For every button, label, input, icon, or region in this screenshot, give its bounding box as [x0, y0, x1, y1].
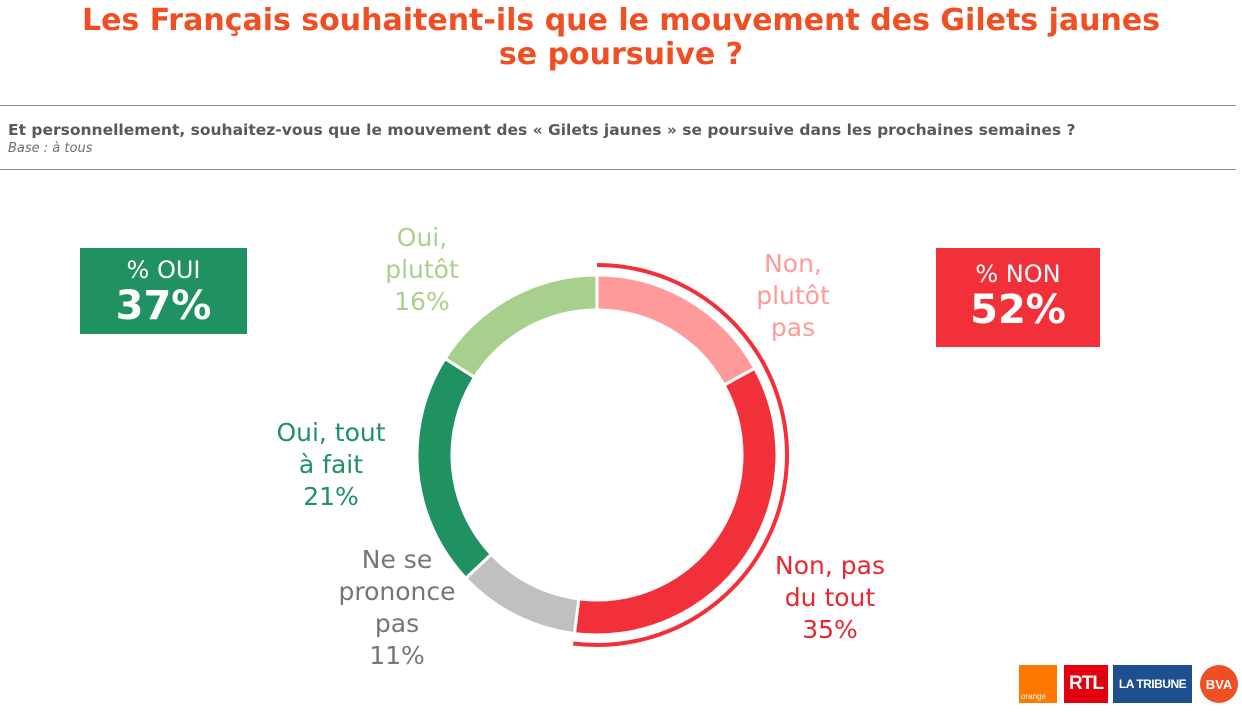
orange-logo-text: orange [1021, 692, 1046, 701]
oui-total-value: 37% [115, 283, 212, 329]
oui-total-label: % OUI [126, 256, 201, 284]
bva-logo-text: BVA [1205, 676, 1233, 692]
slice-label: Oui, tout à fait 21% [276, 418, 385, 511]
top-divider [0, 105, 1236, 106]
non-total-label: % NON [975, 260, 1061, 288]
rtl-logo-text: RTL [1069, 673, 1104, 694]
chart-title: Les Français souhaitent-ils que le mouve… [0, 4, 1242, 72]
slice-label: Ne se prononce pas 11% [338, 545, 455, 670]
orange-logo: orange [1019, 665, 1057, 703]
la-tribune-logo: LA TRIBUNE [1113, 665, 1192, 703]
bva-logo: BVA [1200, 665, 1238, 703]
survey-question: Et personnellement, souhaitez-vous que l… [8, 121, 1076, 139]
bottom-divider [0, 169, 1236, 170]
slice-label: Non, pas du tout 35% [775, 551, 885, 644]
donut-slice [442, 273, 599, 380]
chart-title-line-1: Les Français souhaitent-ils que le mouve… [81, 3, 1161, 38]
la-tribune-logo-text: LA TRIBUNE [1118, 677, 1187, 691]
oui-total-box: % OUI 37% [80, 248, 247, 334]
donut-slice [572, 366, 779, 637]
non-total-box: % NON 52% [936, 248, 1100, 347]
slice-label: Oui, plutôt 16% [385, 223, 459, 316]
donut-slice [463, 552, 581, 636]
non-grouping-arc [572, 263, 789, 647]
rtl-logo: RTL [1064, 665, 1108, 703]
slice-label: Non, plutôt pas [756, 249, 830, 342]
chart-title-line-2: se poursuive ? [498, 37, 744, 72]
non-total-value: 52% [970, 287, 1066, 333]
donut-slice [595, 273, 757, 388]
survey-base: Base : à tous [8, 141, 93, 156]
